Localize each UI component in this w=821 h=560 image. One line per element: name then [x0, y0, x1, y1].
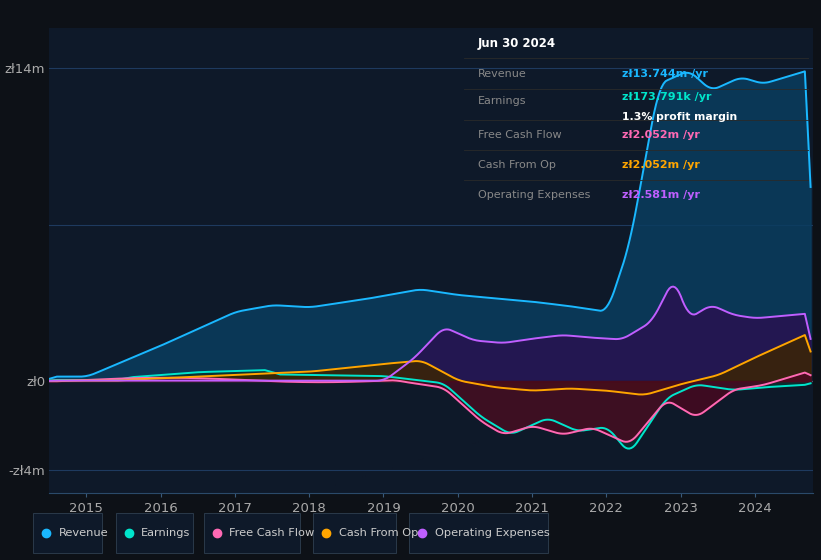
Text: zł2.052m /yr: zł2.052m /yr: [622, 130, 700, 141]
Text: Revenue: Revenue: [58, 529, 108, 538]
FancyBboxPatch shape: [33, 514, 103, 553]
Text: zł173.791k /yr: zł173.791k /yr: [622, 92, 712, 102]
Text: Operating Expenses: Operating Expenses: [434, 529, 549, 538]
FancyBboxPatch shape: [313, 514, 396, 553]
Text: Cash From Op: Cash From Op: [338, 529, 418, 538]
Text: Revenue: Revenue: [478, 69, 526, 79]
FancyBboxPatch shape: [409, 514, 548, 553]
Text: Free Cash Flow: Free Cash Flow: [229, 529, 314, 538]
Text: zł2.052m /yr: zł2.052m /yr: [622, 160, 700, 170]
Text: zł13.744m /yr: zł13.744m /yr: [622, 69, 709, 79]
Text: zł2.581m /yr: zł2.581m /yr: [622, 190, 700, 200]
Text: Earnings: Earnings: [141, 529, 190, 538]
Text: Earnings: Earnings: [478, 96, 526, 106]
Text: 1.3% profit margin: 1.3% profit margin: [622, 112, 738, 122]
Text: Jun 30 2024: Jun 30 2024: [478, 37, 556, 50]
Text: Operating Expenses: Operating Expenses: [478, 190, 590, 200]
Text: Free Cash Flow: Free Cash Flow: [478, 130, 562, 141]
Text: Cash From Op: Cash From Op: [478, 160, 556, 170]
FancyBboxPatch shape: [204, 514, 300, 553]
FancyBboxPatch shape: [116, 514, 193, 553]
